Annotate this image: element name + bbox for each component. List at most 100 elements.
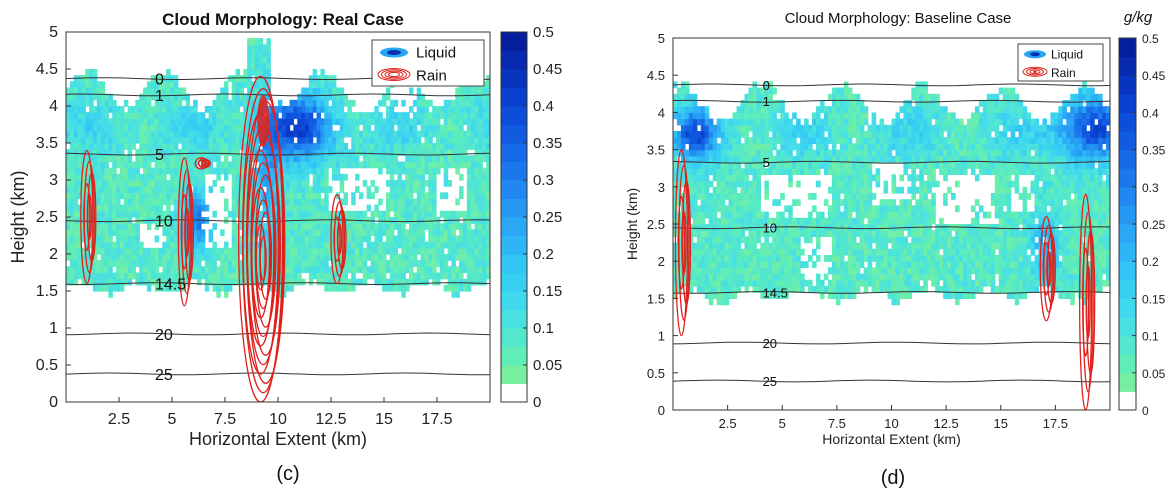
rain-core-dense	[257, 94, 270, 147]
isoline-20	[673, 341, 1110, 345]
colorbar-segment	[1119, 372, 1136, 392]
y-tick-label: 1	[658, 329, 665, 344]
legend-liquid-icon-core	[1030, 52, 1040, 57]
rain-contour-2	[1085, 265, 1091, 339]
panel-label: (c)	[276, 463, 299, 485]
colorbar-segment	[501, 254, 527, 273]
colorbar-tick-label: 0.25	[1142, 218, 1166, 232]
isoline-label-0: 0	[155, 72, 164, 89]
rain-contour-1	[184, 206, 190, 258]
x-tick-label: 12.5	[933, 416, 958, 431]
x-tick-label: 10	[884, 416, 898, 431]
isoline-label-10: 10	[763, 221, 777, 236]
colorbar-segment	[501, 309, 527, 329]
isoline-labels: 01 5 10 14.5 20 25	[763, 78, 788, 389]
y-tick-label: 2	[658, 254, 665, 269]
plot-area	[673, 38, 1110, 410]
liquid-field	[66, 38, 490, 298]
colorbar-unit-label: g/kg	[1124, 9, 1153, 26]
isoline-label-10: 10	[155, 214, 173, 231]
rain-contour-4	[336, 223, 343, 255]
legend-rain-icon	[381, 69, 407, 80]
rain-contour-1	[180, 194, 188, 270]
x-tick-label: 15	[375, 411, 393, 428]
x-tick-label: 12.5	[315, 411, 346, 428]
y-tick-label: 1.5	[647, 291, 665, 306]
x-tick-label: 10	[269, 411, 287, 428]
colorbar-tick-label: 0.4	[1142, 106, 1159, 120]
rain-contour-4	[330, 194, 344, 285]
temperature-isolines	[673, 83, 1110, 383]
y-tick-label: 0	[49, 394, 58, 411]
rain-contour-1	[177, 157, 191, 307]
chart-title: Cloud Morphology: Baseline Case	[785, 10, 1012, 27]
colorbar-tick-label: 0.35	[1142, 144, 1166, 158]
colorbar-segment	[501, 50, 527, 70]
legend-rain-icon	[388, 71, 400, 78]
isoline-0	[673, 83, 1110, 87]
isoline-1	[673, 99, 1110, 103]
colorbar-tick-label: 0.45	[1142, 69, 1166, 83]
legend-rain-icon	[1029, 69, 1041, 75]
colorbar-tick-label: 0.5	[1142, 32, 1159, 46]
rain-contour-2	[194, 157, 208, 170]
y-tick-label: 4.5	[647, 68, 665, 83]
colorbar-segment	[1119, 317, 1136, 337]
rain-contour-0	[80, 149, 94, 285]
rain-contour-3	[259, 236, 267, 282]
legend-rain-icon	[377, 68, 411, 81]
isoline-25	[673, 379, 1110, 383]
colorbar-segment	[1119, 38, 1136, 58]
colorbar-segment	[501, 198, 527, 218]
colorbar-tick-label: 0.05	[1142, 367, 1166, 381]
rain-contour-2	[201, 159, 207, 168]
y-tick-label: 5	[658, 31, 665, 46]
colorbar-segment	[501, 272, 527, 292]
rain-contour-3	[238, 75, 284, 402]
legend-rain-icon	[1033, 70, 1037, 73]
isoline-label-25: 25	[763, 374, 777, 389]
rain-contour-3	[255, 223, 266, 291]
colorbar-segment	[1119, 75, 1136, 95]
colorbar-segment	[501, 235, 527, 255]
x-tick-label: 5	[779, 416, 786, 431]
colorbar-segment	[1119, 205, 1136, 225]
colorbar-tick-label: 0.3	[1142, 181, 1159, 195]
ticks: 2.5 5 7.5 10 12.5 15 17.500.511.522.533.544.55	[36, 24, 453, 428]
rain-contour-4	[333, 216, 341, 263]
colorbar-segment	[501, 365, 527, 384]
y-axis-label: Height (km)	[624, 188, 640, 260]
colorbar-tick-label: 0.1	[1142, 330, 1159, 344]
x-tick-label: 15	[994, 416, 1008, 431]
colorbar-tick-label: 0.45	[533, 61, 562, 78]
colorbar-segment	[501, 32, 527, 51]
x-tick-label: 2.5	[108, 411, 130, 428]
colorbar-segment	[1119, 354, 1136, 374]
y-tick-label: 0	[658, 403, 665, 418]
colorbar-tick-label: 0.25	[533, 209, 562, 226]
ticks: 2.5 5 7.5 10 12.5 15 17.500.511.522.533.544.55	[647, 31, 1068, 431]
y-tick-label: 4.5	[36, 61, 58, 78]
colorbar-segment	[501, 161, 527, 181]
panel-label: (d)	[881, 467, 905, 489]
x-axis-label: Horizontal Extent (km)	[189, 429, 367, 449]
isoline-25	[66, 372, 490, 376]
y-tick-label: 3.5	[647, 143, 665, 158]
isoline-label-20: 20	[763, 336, 777, 351]
colorbar: 0 0.05 0.1 0.15 0.2 0.25 0.3 0.35 0.4 0.45 0.5 g/kg	[1118, 9, 1166, 418]
rain-contour-0	[677, 195, 686, 290]
colorbar-segment	[1119, 149, 1136, 169]
colorbar-segment	[1119, 56, 1136, 76]
colorbar-segment	[501, 328, 527, 347]
rain-contour-2	[197, 159, 205, 168]
y-tick-label: 1.5	[36, 283, 58, 300]
colorbar-segment	[501, 124, 527, 144]
colorbar-tick-label: 0	[533, 394, 541, 411]
liquid-field	[673, 81, 1110, 306]
legend: Liquid Rain	[1017, 43, 1104, 82]
y-tick-label: 4	[658, 105, 665, 120]
legend-rain-icon	[1022, 66, 1048, 77]
rain-contour-0	[83, 183, 91, 251]
